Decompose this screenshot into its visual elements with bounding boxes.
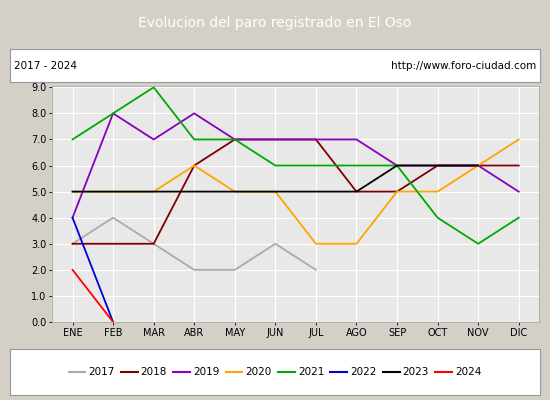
Legend: 2017, 2018, 2019, 2020, 2021, 2022, 2023, 2024: 2017, 2018, 2019, 2020, 2021, 2022, 2023… [64,363,486,381]
Text: Evolucion del paro registrado en El Oso: Evolucion del paro registrado en El Oso [138,16,412,30]
Text: 2017 - 2024: 2017 - 2024 [14,61,77,70]
Text: http://www.foro-ciudad.com: http://www.foro-ciudad.com [390,61,536,70]
